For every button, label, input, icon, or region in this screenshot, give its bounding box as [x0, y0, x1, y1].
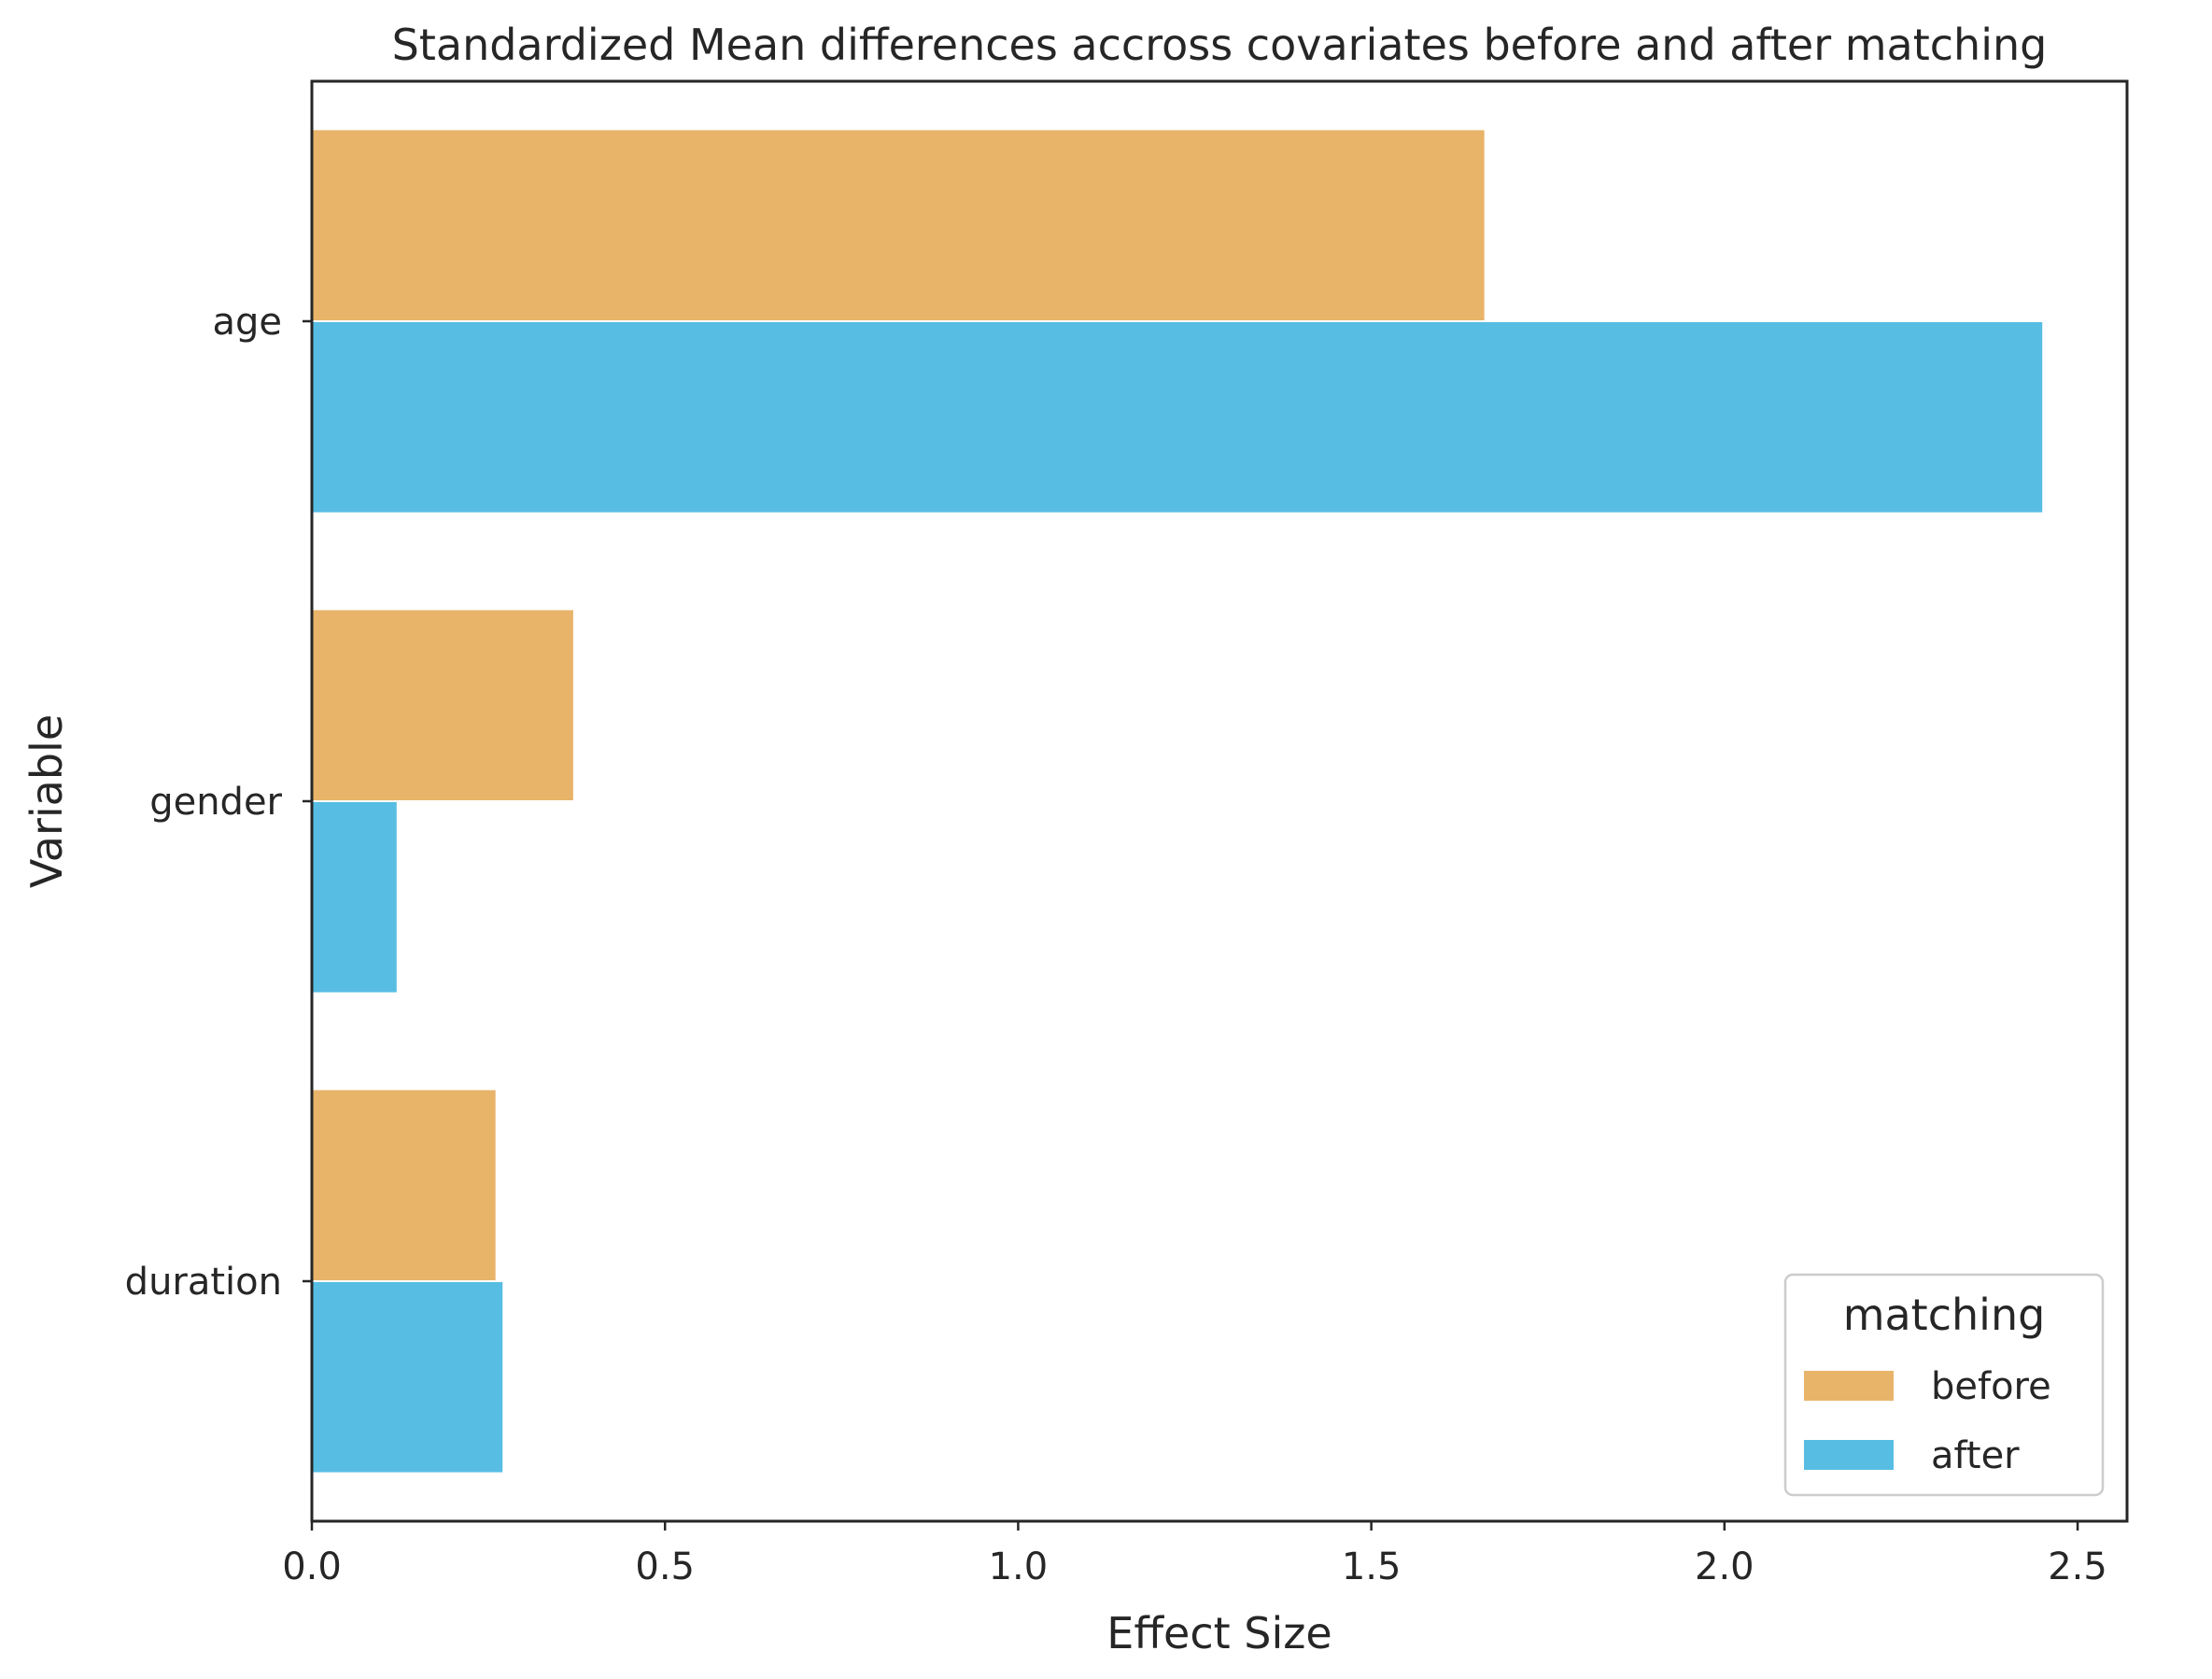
y-tick-label-gender: gender [149, 781, 282, 824]
x-axis-label: Effect Size [1106, 1608, 1331, 1658]
legend-title: matching [1843, 1290, 2046, 1340]
x-axis-ticks: 0.0 0.5 1.0 1.5 2.0 2.5 [282, 1521, 2107, 1588]
plot-frame [310, 79, 2129, 1523]
y-axis-ticks: age gender duration [125, 301, 312, 1304]
x-tick-label-2.5: 2.5 [2048, 1545, 2107, 1588]
x-tick-label-1.5: 1.5 [1342, 1545, 1402, 1588]
bar-duration-after [312, 1282, 503, 1473]
x-tick-label-1.0: 1.0 [989, 1545, 1049, 1588]
x-tick-label-0.0: 0.0 [282, 1545, 342, 1588]
x-tick-label-2.0: 2.0 [1695, 1545, 1754, 1588]
chart-title: Standardized Mean differences accross co… [392, 20, 2048, 70]
legend-label-after: after [1931, 1434, 2020, 1477]
legend-swatch-after [1804, 1440, 1894, 1470]
bar-age-before [312, 130, 1485, 320]
legend-swatch-before [1804, 1371, 1894, 1401]
bar-duration-before [312, 1090, 496, 1280]
y-tick-label-age: age [212, 301, 282, 344]
y-axis-label: Variable [21, 714, 72, 888]
bar-gender-after [312, 802, 397, 993]
bars-group [312, 130, 2043, 1473]
x-tick-label-0.5: 0.5 [635, 1545, 695, 1588]
bar-gender-before [312, 610, 573, 800]
legend-label-before: before [1931, 1365, 2051, 1408]
bar-age-after [312, 322, 2043, 513]
legend: matching before after [1783, 1273, 2105, 1497]
y-tick-label-duration: duration [125, 1261, 282, 1304]
